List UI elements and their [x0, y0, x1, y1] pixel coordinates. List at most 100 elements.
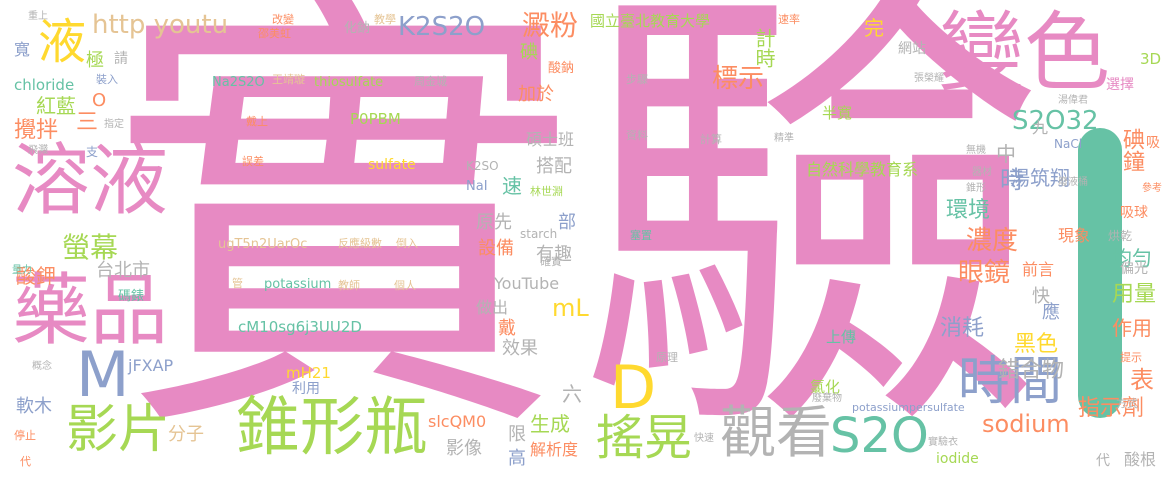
word-shebei: 設備 [478, 240, 514, 258]
word-buzhou: 步驟 [626, 74, 648, 85]
word-daoru: 倒入 [396, 238, 418, 249]
word-tangweijun: 湯偉君 [1058, 96, 1088, 106]
word-3d: 3D [1140, 52, 1161, 67]
word-wucha: 誤差 [242, 156, 264, 167]
word-kuan: 寬 [14, 42, 30, 58]
word-liu: 六 [562, 384, 582, 404]
word-jiayu: 加於 [518, 86, 554, 104]
word-qicai: 器材 [972, 168, 992, 178]
word-m: M [76, 344, 130, 406]
word-shi: 時 [1000, 168, 1024, 192]
word-cankao: 參考 [1142, 184, 1162, 194]
word-na2s2o: Na2S2O [212, 76, 265, 89]
word-zhongshang: 重上 [28, 12, 48, 22]
word-xiqiu: 吸球 [1120, 206, 1148, 220]
word-youtube: YouTube [494, 276, 559, 292]
word-qianyan: 前言 [1022, 262, 1054, 278]
word-yingpian: 影片 [66, 404, 170, 456]
word-daishang: 戴上 [246, 116, 268, 127]
word-ye: 液 [38, 18, 86, 66]
word-yingxiang: 影像 [446, 440, 482, 458]
word-heise: 黑色 [1014, 334, 1058, 356]
word-jiaoxue: 教學 [374, 14, 396, 25]
word-shaomeihong: 邵美虹 [258, 28, 291, 39]
word-wan: 完 [864, 18, 884, 38]
word-zhuixingping: 錐形瓶 [236, 396, 428, 460]
word-biaoshi: 標示 [712, 66, 764, 92]
word-potassiumpersulfate: potassiumpersulfate [852, 402, 965, 413]
word-linshiyuan: 林世淵 [530, 186, 563, 197]
word-geren: 個人 [394, 280, 416, 291]
word-jiaoban: 攪拌 [14, 120, 58, 142]
word-thiosulfate: thiosulfate [314, 76, 383, 89]
word-mabiao: 碼錶 [118, 290, 144, 303]
word-suangen: 酸根 [1124, 452, 1156, 468]
word-san: 三 [76, 112, 98, 134]
word-cm10sg6j3uu2d: cM10sg6j3UU2D [238, 320, 362, 335]
word-mh21: mH21 [286, 366, 331, 381]
word-ruanmu: 軟木 [16, 398, 52, 416]
word-iodide: iodide [936, 452, 979, 466]
word-zhong: 中 [996, 144, 1016, 164]
word-su: 速 [502, 176, 522, 196]
word-yuanxian: 原先 [476, 214, 512, 232]
word-guankan: 觀看 [720, 406, 832, 462]
word-xuanze: 選擇 [1106, 78, 1134, 92]
word-slcqm0: slcQM0 [428, 414, 486, 430]
word-zhiding: 指定 [104, 120, 124, 130]
word-dapei: 搭配 [536, 158, 572, 176]
word-chloride: chloride [14, 78, 74, 93]
word-wuji: 無機 [966, 146, 986, 156]
word-zhuixing: 錐形 [966, 184, 986, 194]
word-wangzhan: 網站 [898, 42, 926, 56]
word-pianguang: 偏光 [1120, 262, 1148, 276]
word-honggan: 烘乾 [1108, 230, 1132, 242]
word-liangli: 量力 [12, 266, 32, 276]
word-feiyetong: 廢液桶 [1058, 178, 1088, 188]
word-s2o: S2O [830, 412, 929, 460]
word-s2o32: S2O32 [1012, 108, 1099, 134]
word-zuochu: 做出 [476, 300, 508, 316]
word-xiaoguo: 效果 [502, 340, 538, 358]
word-nai: NaI [466, 180, 488, 193]
word-jiexidu: 解析度 [530, 442, 578, 458]
word-starch: starch [520, 228, 557, 240]
word-jingzhun: 精準 [774, 134, 794, 144]
word-nacl: NaCl [1054, 138, 1082, 150]
word-queshi: 確實 [540, 256, 562, 267]
word-k2so: K2SO [466, 160, 499, 172]
word-wangjingxuan: 王靖璇 [272, 74, 305, 85]
word-saizhi: 塞置 [630, 230, 652, 241]
word-sodium: sodium [982, 412, 1070, 436]
word-dai: 戴 [498, 320, 516, 338]
word-zhangrongyao: 張榮耀 [914, 74, 944, 84]
word-fanyingjishu: 反應級數 [338, 238, 382, 249]
word-zhi: 支 [86, 146, 98, 158]
word-kuaisu: 快速 [694, 434, 714, 444]
word-dian: 碘 [520, 44, 538, 62]
word-shangchuan: 上傳 [826, 330, 856, 345]
word-huana: 化鈉 [344, 22, 370, 35]
word-feiqiwu: 廢棄物 [812, 394, 842, 404]
word-taibeishi: 台北市 [96, 262, 150, 280]
word-dai-gray: 代 [1096, 454, 1110, 468]
word-tingzhi: 停止 [14, 430, 36, 441]
word-k2s2o: K2S2O [398, 14, 485, 40]
word-yanjing: 眼鏡 [958, 260, 1010, 286]
word-biao: 表 [1130, 368, 1154, 392]
word-d: D [610, 358, 656, 418]
word-guan: 管 [232, 278, 243, 289]
word-ugt5n2uaroc: ugT5n2UarOc [218, 238, 307, 251]
word-zhuangru: 裝入 [96, 74, 118, 85]
word-jiu: 九 [1032, 120, 1048, 136]
word-bankuan: 半寬 [822, 106, 852, 121]
word-http-youtu: http youtu [92, 12, 228, 38]
word-zirankexue: 自然科學教育系 [806, 162, 918, 178]
word-dianzhong: 碘鐘 [1120, 128, 1142, 188]
word-jisuan: 計算 [700, 134, 722, 145]
word-dianfen: 澱粉 [522, 12, 578, 40]
word-qing: 請 [114, 52, 128, 66]
word-dai-orange: 代 [20, 456, 31, 467]
word-yuanli: 原理 [656, 352, 678, 363]
